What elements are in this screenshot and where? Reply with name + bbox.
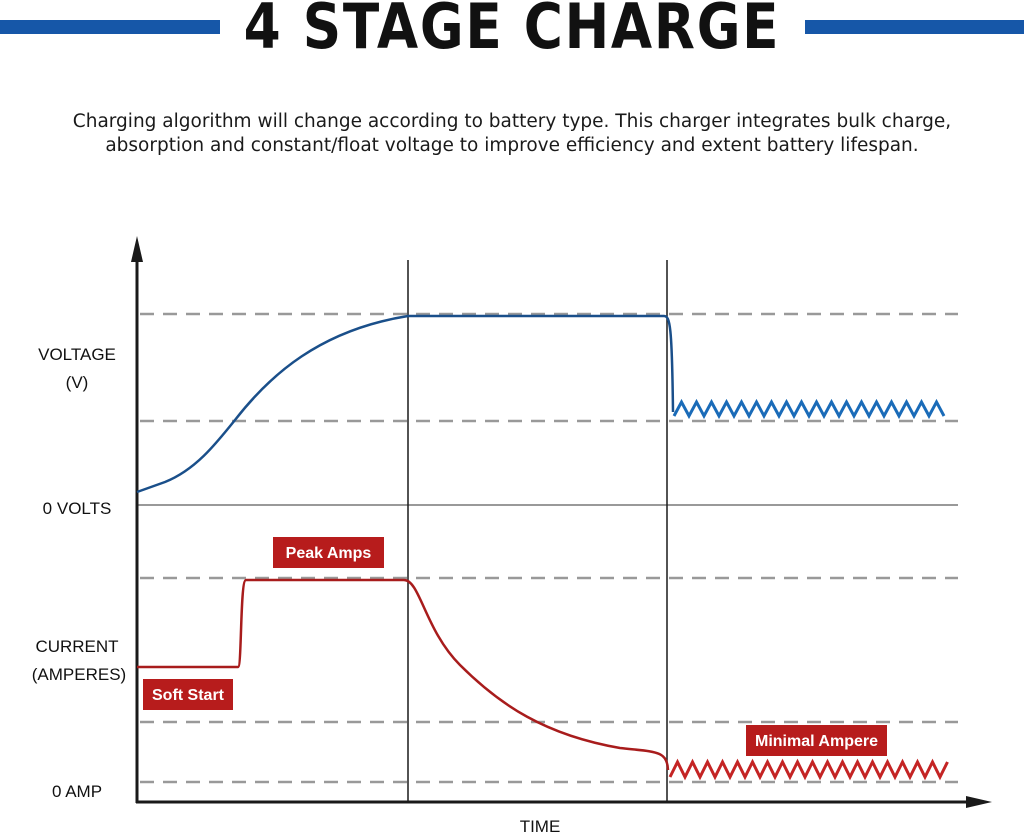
title-accent-bar-right	[805, 20, 1024, 34]
page-title: 4 STAGE CHARGE	[243, 0, 781, 63]
intro-text: Charging algorithm will change according…	[0, 110, 1024, 158]
badge-soft-start-text: Soft Start	[152, 687, 225, 704]
y-axis-arrow-icon	[131, 236, 143, 262]
badge-peak-amps-bg	[273, 537, 384, 568]
zero-volts-label: 0 VOLTS	[43, 499, 112, 518]
current-label: CURRENT	[35, 637, 118, 656]
voltage-curve	[136, 314, 675, 494]
badge-soft-start-bg	[143, 679, 233, 710]
title-accent-bar-left	[0, 20, 220, 34]
x-axis-arrow-icon	[966, 796, 992, 808]
badge-peak-amps-text: Peak Amps	[286, 545, 372, 562]
badge-peak-amps: Peak Amps	[273, 537, 384, 568]
badge-minimal-ampere-bg	[746, 725, 887, 756]
voltage-unit-label: (V)	[66, 373, 89, 392]
zero-amp-label: 0 AMP	[52, 782, 102, 801]
current-curve	[137, 578, 670, 771]
current-min-ripple	[668, 758, 949, 781]
voltage-label: VOLTAGE	[38, 345, 116, 364]
intro-line-1: Charging algorithm will change according…	[72, 111, 952, 132]
time-axis-label: TIME	[520, 817, 561, 836]
badge-minimal-ampere-text: Minimal Ampere	[755, 733, 878, 750]
reference-lines	[140, 312, 958, 784]
current-unit-label: (AMPERES)	[32, 665, 126, 684]
voltage-float-ripple	[672, 398, 946, 420]
intro-line-2: absorption and constant/float voltage to…	[105, 135, 919, 156]
badge-soft-start: Soft Start	[143, 679, 233, 710]
badge-minimal-ampere: Minimal Ampere	[746, 725, 887, 756]
